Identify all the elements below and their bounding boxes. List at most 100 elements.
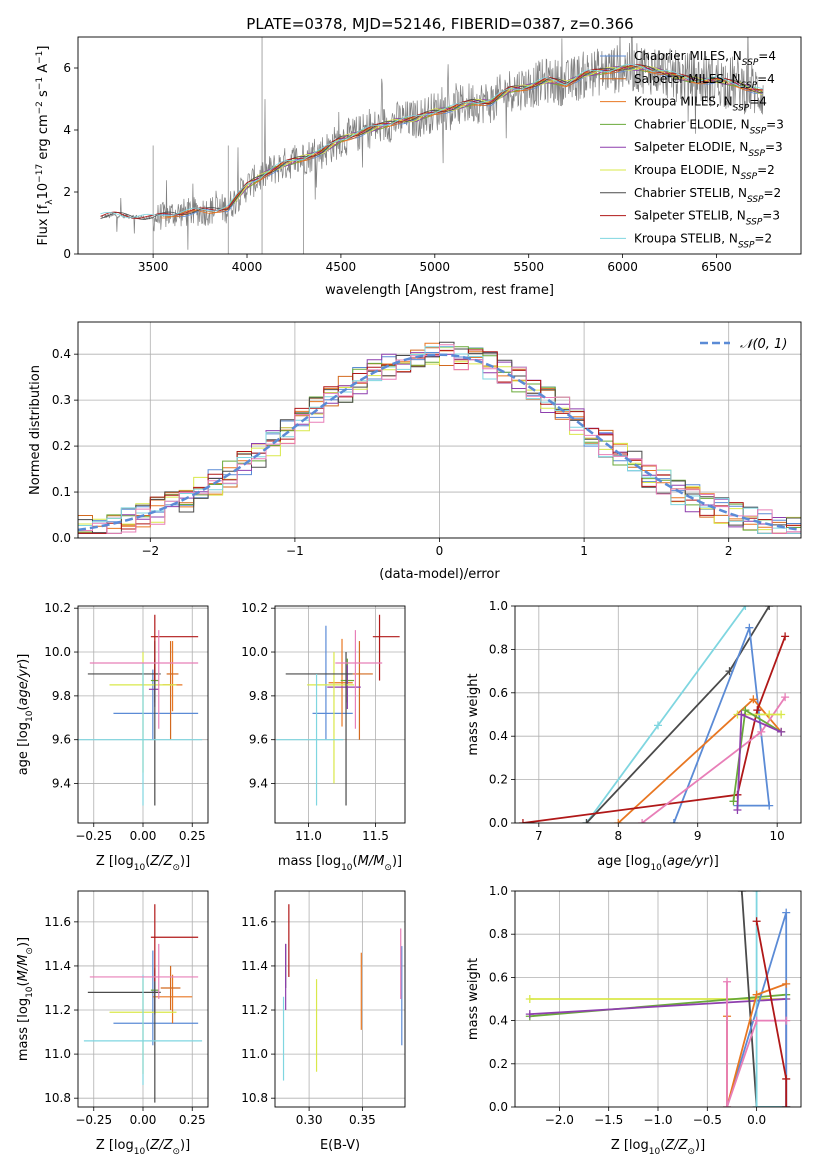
weight-marker	[777, 710, 786, 719]
x-tick-label: −0.25	[75, 1113, 112, 1127]
y-axis-label: mass weight	[466, 673, 481, 755]
y-tick-label: 0	[63, 247, 71, 261]
x-tick-label: −1.0	[643, 1113, 672, 1127]
x-tick-label: −1	[286, 544, 304, 558]
legend-entry: Salpeter ELODIE, NSSP=3	[634, 140, 783, 159]
x-tick-label: 0.35	[349, 1113, 376, 1127]
y-tick-label: 0.8	[489, 927, 508, 941]
histogram-kroupa-elodie	[78, 347, 801, 538]
legend-entry: Chabrier MILES, NSSP=4	[634, 49, 776, 68]
x-tick-label: 6000	[607, 260, 638, 274]
axes-frame	[274, 890, 406, 1108]
chart-age-vs-mass: 11.0 11.5 9.4 9.6 9.8 10.0 10.2 mass [log10(M/M…	[241, 601, 406, 873]
weight-line	[740, 891, 787, 1107]
axes-frame	[514, 890, 802, 1108]
legend-entry: Kroupa MILES, NSSP=4	[634, 95, 767, 114]
y-tick-label: 11.4	[241, 959, 268, 973]
y-axis-label: Flux [fλ10−17 erg cm−2 s−1 A−1]	[35, 46, 55, 246]
chart-massweight-vs-Z: −2.0 −1.5 −1.0 −0.5 0.0 0.0 0.2 0.4 0.6 0.8 1.0 Z […	[466, 884, 802, 1157]
plot-area	[100, 37, 764, 254]
weight-marker	[525, 995, 534, 1003]
normal-curve	[78, 353, 801, 532]
chart-residuals: −2 −1 0 1 2 0.0 0.1 0.2 0.3 0.4 𝒩(0, 1) (data-model…	[28, 321, 802, 582]
x-tick-label: 0.00	[130, 1113, 157, 1127]
chart-age-vs-Z: −0.25 0.00 0.25 9.4 9.6 9.8 10.0 10.2 Z [log10(Z…	[16, 601, 209, 873]
weight-marker	[777, 727, 786, 736]
model-spectrum-salpeter-stelib	[100, 64, 764, 219]
model-spectrum-kroupa-stelib	[100, 63, 764, 219]
x-axis-label: mass [log10(M/M⊙)]	[278, 854, 402, 873]
weight-marker	[737, 891, 746, 895]
y-tick-label: 0.4	[489, 1014, 508, 1028]
x-tick-label: −1.5	[594, 1113, 623, 1127]
weight-marker	[741, 606, 750, 610]
x-axis-label: (data-model)/error	[379, 567, 500, 582]
y-tick-label: 4	[63, 123, 71, 137]
chart-panels: 3500 4000 4500 5000 5500 6000 6500 0 2 4 6 Chabrier…	[16, 36, 802, 1157]
weight-line	[755, 891, 787, 1107]
weight-marker	[723, 1103, 732, 1107]
plot-area	[515, 606, 801, 823]
weight-line	[673, 627, 771, 823]
weight-marker	[782, 1016, 791, 1025]
weight-marker	[752, 917, 761, 926]
plot-area	[78, 606, 208, 823]
y-tick-label: 1.0	[489, 599, 508, 613]
axes-frame	[77, 605, 209, 824]
x-tick-label: 5000	[420, 260, 451, 274]
x-axis-label: E(B-V)	[320, 1138, 360, 1153]
x-axis-label: Z [log10(Z/Z⊙)]	[96, 1138, 190, 1157]
weight-marker	[752, 990, 761, 999]
model-spectrum-chabrier-stelib	[100, 64, 764, 220]
weight-marker	[782, 979, 791, 988]
weight-marker	[723, 977, 732, 986]
weight-marker	[745, 623, 754, 632]
weight-marker	[782, 1074, 791, 1083]
weight-marker	[765, 801, 774, 810]
weight-line	[736, 713, 782, 811]
plot-area	[78, 322, 801, 538]
chart-massweight-vs-age: 7 8 9 10 0.0 0.2 0.4 0.6 0.8 1.0 age [log10(age/yr…	[466, 599, 802, 873]
weight-marker	[781, 632, 790, 641]
plot-area	[78, 891, 208, 1107]
x-axis-label: wavelength [Angstrom, rest frame]	[325, 283, 554, 298]
y-tick-label: 0.6	[489, 686, 508, 700]
legend-entry: Chabrier ELODIE, NSSP=3	[634, 117, 784, 136]
y-tick-label: 0.6	[489, 970, 508, 984]
y-tick-label: 0.8	[489, 642, 508, 656]
weight-marker	[752, 891, 761, 895]
y-tick-label: 11.6	[241, 915, 268, 929]
histogram-chabrier-stelib	[78, 341, 801, 538]
weight-marker	[752, 1103, 761, 1107]
legend-entry: Kroupa ELODIE, NSSP=2	[634, 163, 775, 182]
x-axis-label: Z [log10(Z/Z⊙)]	[96, 854, 190, 873]
y-tick-label: 0.0	[489, 1100, 508, 1114]
weight-marker	[753, 706, 762, 715]
x-axis-label: age [log10(age/yr)]	[597, 854, 719, 873]
y-axis-label: age [log10(age/yr)]	[16, 654, 35, 776]
legend-entry: Chabrier STELIB, NSSP=2	[634, 186, 781, 205]
x-tick-label: −0.25	[75, 829, 112, 843]
weight-marker	[654, 721, 662, 730]
weight-marker	[669, 819, 678, 823]
y-tick-label: 10.2	[241, 601, 268, 615]
y-tick-label: 11.2	[44, 1003, 71, 1017]
y-tick-label: 10.8	[44, 1091, 71, 1105]
y-tick-label: 9.6	[249, 733, 268, 747]
y-tick-label: 0.2	[489, 773, 508, 787]
x-tick-label: 0.25	[179, 1113, 206, 1127]
x-tick-label: 9	[694, 829, 702, 843]
y-tick-label: 0.3	[52, 393, 71, 407]
weight-line	[585, 606, 747, 823]
x-axis-label: Z [log10(Z/Z⊙)]	[611, 1138, 705, 1157]
x-tick-label: 4000	[232, 260, 263, 274]
chart-mass-vs-EBV: 0.30 0.35 10.8 11.0 11.2 11.4 11.6 E(B-V)	[241, 890, 406, 1153]
y-tick-label: 11.4	[44, 959, 71, 973]
weight-marker	[765, 606, 774, 610]
y-axis-label: mass weight	[466, 958, 481, 1040]
x-tick-label: 7	[535, 829, 543, 843]
legend-entry: Kroupa STELIB, NSSP=2	[634, 231, 772, 250]
chart-spectrum: 3500 4000 4500 5000 5500 6000 6500 0 2 4 6 Chabrier…	[35, 36, 802, 298]
weight-marker	[757, 727, 766, 736]
